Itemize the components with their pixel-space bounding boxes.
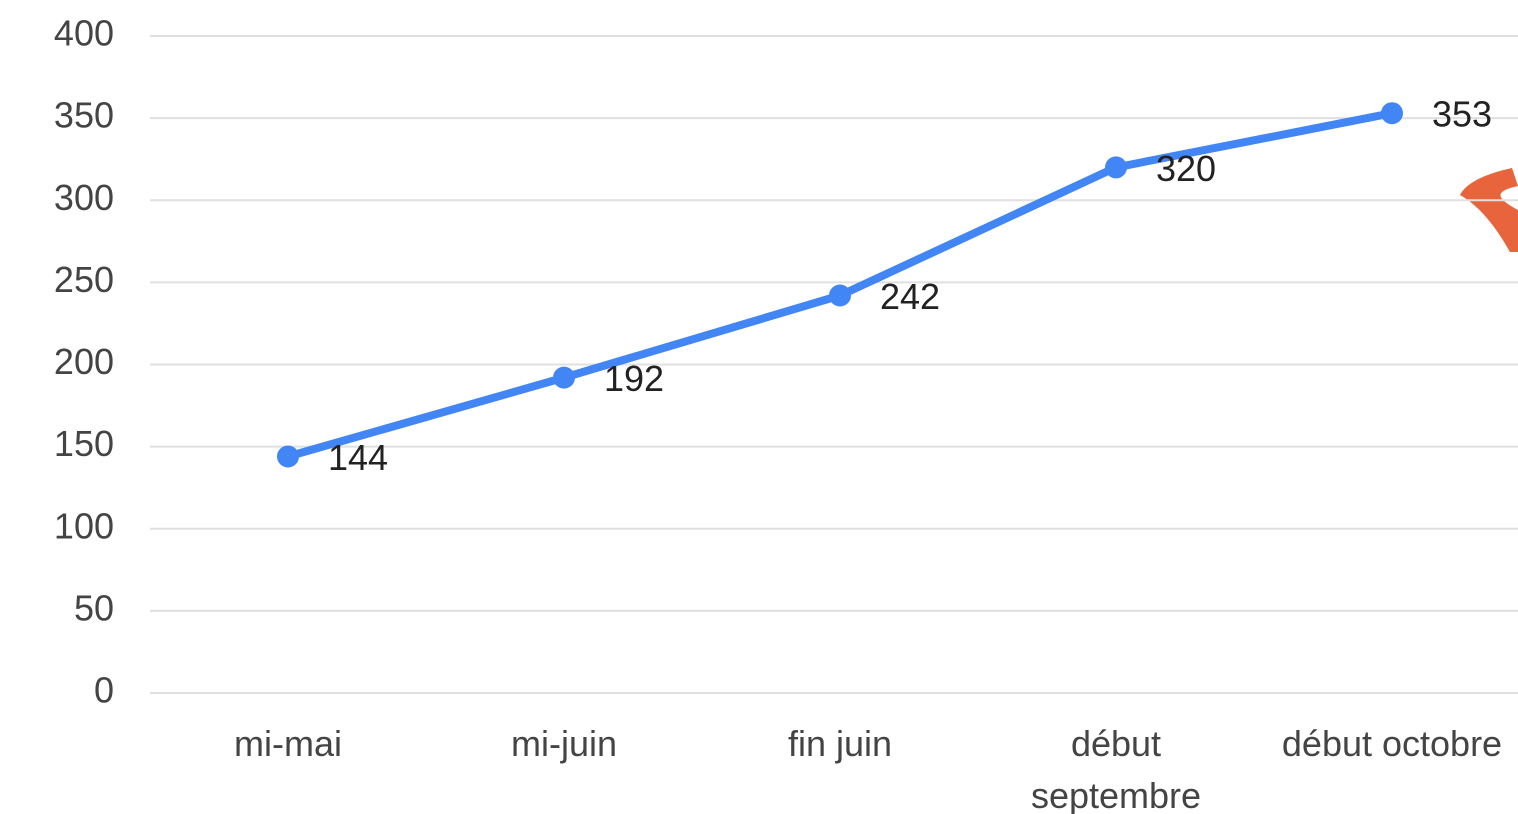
y-tick-label: 300 xyxy=(54,177,114,218)
y-tick-label: 200 xyxy=(54,341,114,382)
x-tick-label: mi-juin xyxy=(510,723,617,764)
x-tick-label: début octobre xyxy=(1281,723,1503,764)
x-tick-label: début septembre xyxy=(1030,723,1202,814)
x-tick-label: mi-mai xyxy=(234,723,342,764)
y-tick-label: 0 xyxy=(94,670,114,711)
point xyxy=(553,366,575,389)
y-tick-label: 350 xyxy=(54,95,114,136)
y-tick-label: 250 xyxy=(54,259,114,300)
y-tick-label: 150 xyxy=(54,423,114,464)
y-tick-label: 100 xyxy=(54,505,114,546)
data-label: 192 xyxy=(604,358,664,399)
point xyxy=(829,284,851,307)
data-label: 242 xyxy=(880,276,940,317)
point xyxy=(1105,156,1127,179)
data-label: 144 xyxy=(328,437,388,478)
arrow-annotation xyxy=(1460,168,1518,252)
data-label: 320 xyxy=(1156,148,1216,189)
x-tick-label: fin juin xyxy=(787,723,893,764)
data-label: 353 xyxy=(1432,94,1492,135)
y-tick-label: 50 xyxy=(74,587,114,628)
point xyxy=(277,445,299,468)
point xyxy=(1381,102,1403,125)
y-tick-label: 400 xyxy=(54,13,114,54)
